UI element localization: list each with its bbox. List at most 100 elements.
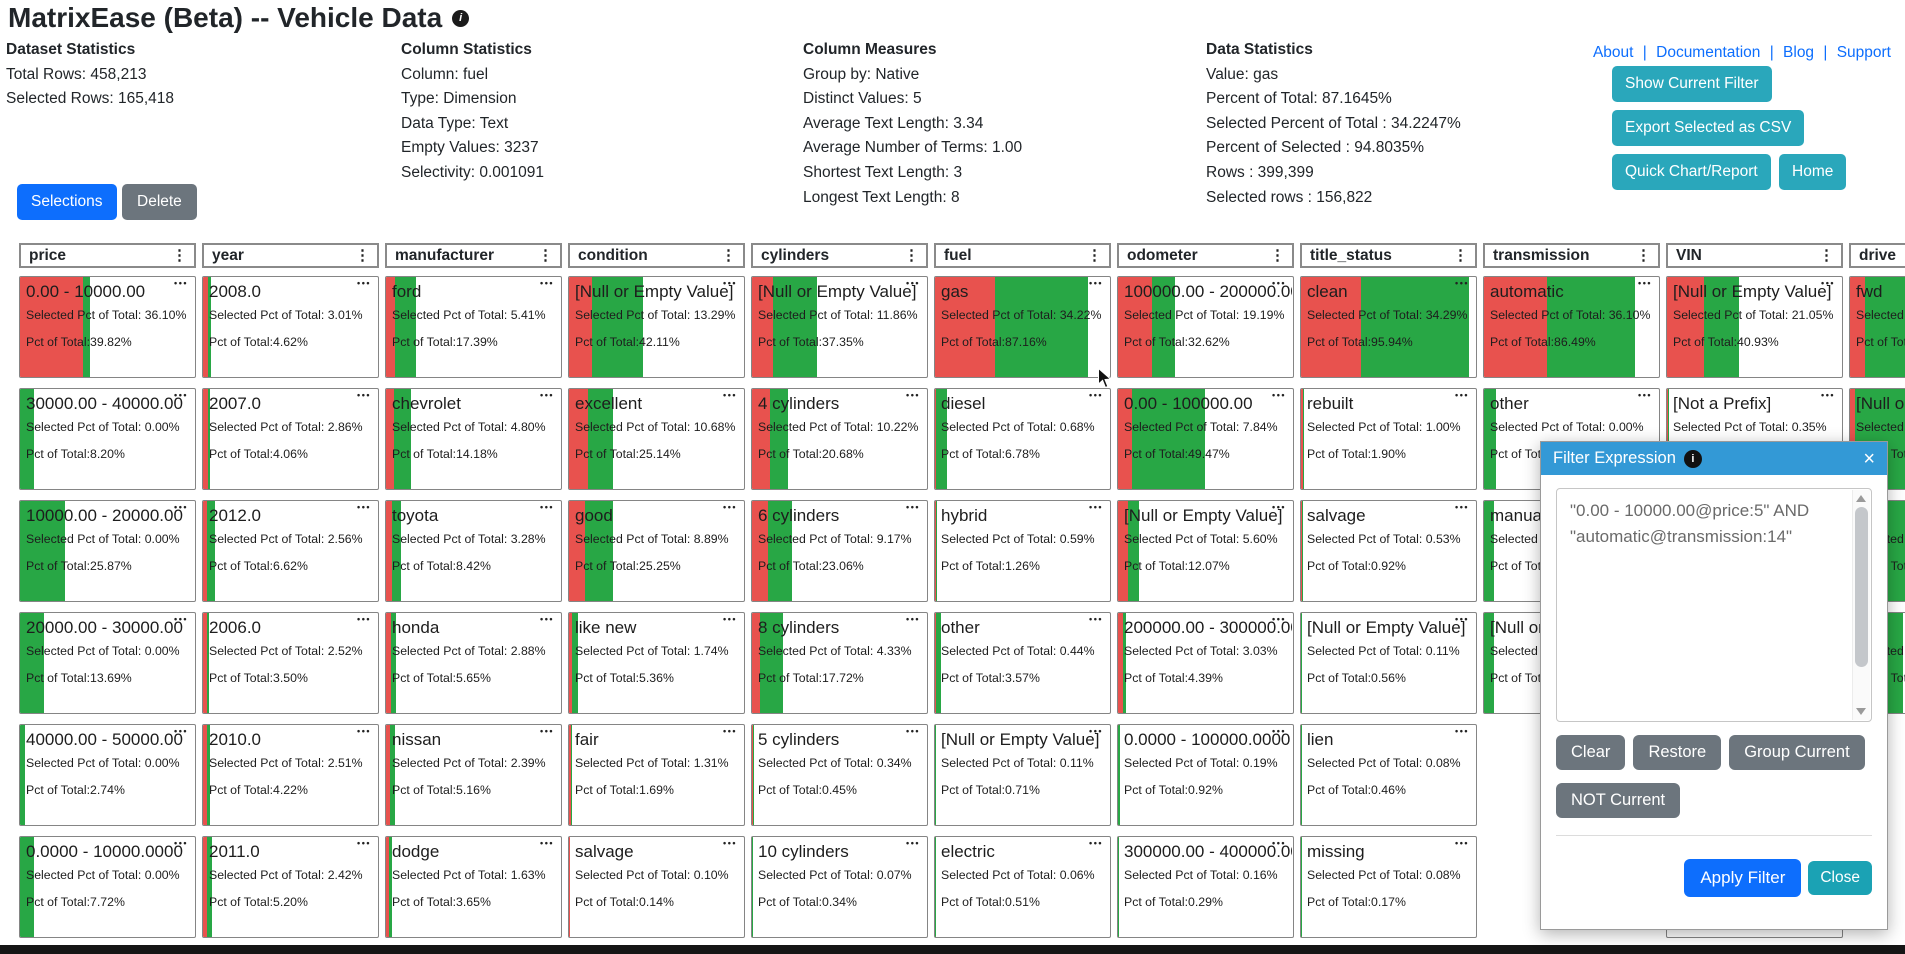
value-cell[interactable]: ••• excellent Selected Pct of Total: 10.68… [568,388,745,490]
cell-menu-icon[interactable]: ••• [906,278,920,288]
value-cell[interactable]: ••• other Selected Pct of Total: 0.44% Pct … [934,612,1111,714]
cell-menu-icon[interactable]: ••• [723,726,737,736]
value-cell[interactable]: ••• 4 cylinders Selected Pct of Total: 10.… [751,388,928,490]
column-header-fuel[interactable]: fuel ⋮ [934,243,1111,268]
cell-menu-icon[interactable]: ••• [540,502,554,512]
cell-menu-icon[interactable]: ••• [723,614,737,624]
value-cell[interactable]: ••• gas Selected Pct of Total: 34.22% Pct o… [934,276,1111,378]
value-cell[interactable]: ••• 0.0000 - 100000.0000 Selected Pct of T… [1117,724,1294,826]
cell-menu-icon[interactable]: ••• [1089,390,1103,400]
value-cell[interactable]: ••• 10 cylinders Selected Pct of Total: 0.… [751,836,928,938]
dialog-header[interactable]: Filter Expression i × [1541,442,1887,475]
scroll-up-icon[interactable] [1856,495,1866,502]
clear-button[interactable]: Clear [1556,735,1626,770]
cell-menu-icon[interactable]: ••• [357,614,371,624]
value-cell[interactable]: ••• clean Selected Pct of Total: 34.29% Pct… [1300,276,1477,378]
value-cell[interactable]: ••• 30000.00 - 40000.00 Selected Pct of To… [19,388,196,490]
home-button[interactable]: Home [1779,154,1847,190]
value-cell[interactable]: ••• automatic Selected Pct of Total: 36.10… [1483,276,1660,378]
cell-menu-icon[interactable]: ••• [1272,278,1286,288]
kebab-menu-icon[interactable]: ⋮ [1270,247,1285,264]
column-header-odometer[interactable]: odometer ⋮ [1117,243,1294,268]
nav-link-support[interactable]: Support [1836,44,1891,61]
kebab-menu-icon[interactable]: ⋮ [721,247,736,264]
cell-menu-icon[interactable]: ••• [1638,278,1652,288]
quick-chart-report-button[interactable]: Quick Chart/Report [1612,154,1771,190]
scroll-down-icon[interactable] [1856,708,1866,715]
column-header-price[interactable]: price ⋮ [19,243,196,268]
value-cell[interactable]: •••[Null or Empty Value] Selected Pct of … [934,724,1111,826]
value-cell[interactable]: ••• 0.00 - 100000.00 Selected Pct of Total… [1117,388,1294,490]
value-cell[interactable]: ••• 200000.00 - 300000.00 Selected Pct of … [1117,612,1294,714]
cell-menu-icon[interactable]: ••• [357,502,371,512]
value-cell[interactable]: ••• 40000.00 - 50000.00 Selected Pct of To… [19,724,196,826]
cell-menu-icon[interactable]: ••• [1272,614,1286,624]
value-cell[interactable]: ••• 2007.0 Selected Pct of Total: 2.86% Pct… [202,388,379,490]
show-current-filter-button[interactable]: Show Current Filter [1612,66,1772,102]
value-cell[interactable]: ••• 8 cylinders Selected Pct of Total: 4.3… [751,612,928,714]
cell-menu-icon[interactable]: ••• [540,390,554,400]
column-header-title_status[interactable]: title_status ⋮ [1300,243,1477,268]
value-cell[interactable]: ••• rebuilt Selected Pct of Total: 1.00% Pc… [1300,388,1477,490]
cell-menu-icon[interactable]: ••• [1455,502,1469,512]
value-cell[interactable]: ••• 2012.0 Selected Pct of Total: 2.56% Pct… [202,500,379,602]
value-cell[interactable]: ••• nissan Selected Pct of Total: 2.39% Pct… [385,724,562,826]
cell-menu-icon[interactable]: ••• [1089,614,1103,624]
value-cell[interactable]: ••• 6 cylinders Selected Pct of Total: 9.1… [751,500,928,602]
value-cell[interactable]: ••• salvage Selected Pct of Total: 0.53% Pc… [1300,500,1477,602]
cell-menu-icon[interactable]: ••• [540,278,554,288]
kebab-menu-icon[interactable]: ⋮ [172,247,187,264]
value-cell[interactable]: •••[Null or Empty Value] Selected Pct of … [1666,276,1843,378]
nav-link-blog[interactable]: Blog [1783,44,1815,61]
cell-menu-icon[interactable]: ••• [1089,838,1103,848]
cell-menu-icon[interactable]: ••• [174,838,188,848]
nav-link-documentation[interactable]: Documentation [1656,44,1761,61]
cell-menu-icon[interactable]: ••• [906,502,920,512]
value-cell[interactable]: ••• lien Selected Pct of Total: 0.08% Pct o… [1300,724,1477,826]
value-cell[interactable]: ••• salvage Selected Pct of Total: 0.10% Pc… [568,836,745,938]
value-cell[interactable]: ••• 300000.00 - 400000.00 Selected Pct of … [1117,836,1294,938]
kebab-menu-icon[interactable]: ⋮ [355,247,370,264]
group-current-button[interactable]: Group Current [1729,735,1865,770]
dialog-close-icon[interactable]: × [1863,447,1875,470]
value-cell[interactable]: ••• 2006.0 Selected Pct of Total: 2.52% Pct… [202,612,379,714]
cell-menu-icon[interactable]: ••• [1821,390,1835,400]
value-cell[interactable]: •••[Null or Empty Value] Selected Pct of … [1117,500,1294,602]
cell-menu-icon[interactable]: ••• [1638,390,1652,400]
cell-menu-icon[interactable]: ••• [1455,614,1469,624]
delete-button[interactable]: Delete [122,184,197,220]
cell-menu-icon[interactable]: ••• [357,726,371,736]
cell-menu-icon[interactable]: ••• [723,278,737,288]
value-cell[interactable]: ••• good Selected Pct of Total: 8.89% Pct o… [568,500,745,602]
value-cell[interactable]: ••• 0.0000 - 10000.0000 Selected Pct of To… [19,836,196,938]
column-header-cylinders[interactable]: cylinders ⋮ [751,243,928,268]
cell-menu-icon[interactable]: ••• [1272,390,1286,400]
kebab-menu-icon[interactable]: ⋮ [1453,247,1468,264]
cell-menu-icon[interactable]: ••• [1089,278,1103,288]
value-cell[interactable]: ••• ford Selected Pct of Total: 5.41% Pct o… [385,276,562,378]
value-cell[interactable]: ••• chevrolet Selected Pct of Total: 4.80%… [385,388,562,490]
value-cell[interactable]: •••[Null or Empty Value] Selected Pct of … [568,276,745,378]
scrollbar-thumb[interactable] [1855,507,1868,667]
value-cell[interactable]: ••• electric Selected Pct of Total: 0.06% P… [934,836,1111,938]
cell-menu-icon[interactable]: ••• [906,614,920,624]
cell-menu-icon[interactable]: ••• [357,390,371,400]
value-cell[interactable]: ••• 10000.00 - 20000.00 Selected Pct of To… [19,500,196,602]
value-cell[interactable]: ••• 2011.0 Selected Pct of Total: 2.42% Pct… [202,836,379,938]
cell-menu-icon[interactable]: ••• [174,278,188,288]
title-info-icon[interactable]: i [452,9,470,27]
cell-menu-icon[interactable]: ••• [540,726,554,736]
value-cell[interactable]: ••• fair Selected Pct of Total: 1.31% Pct o… [568,724,745,826]
cell-menu-icon[interactable]: ••• [540,838,554,848]
value-cell[interactable]: •••[Null or Empty Value] Selected Pct of … [1300,612,1477,714]
cell-menu-icon[interactable]: ••• [906,838,920,848]
cell-menu-icon[interactable]: ••• [174,726,188,736]
cell-menu-icon[interactable]: ••• [1089,502,1103,512]
textarea-scrollbar[interactable] [1852,490,1870,720]
cell-menu-icon[interactable]: ••• [174,390,188,400]
dialog-info-icon[interactable]: i [1683,449,1702,468]
column-header-drive[interactable]: drive⋮ [1849,243,1905,268]
column-header-year[interactable]: year ⋮ [202,243,379,268]
cell-menu-icon[interactable]: ••• [174,614,188,624]
cell-menu-icon[interactable]: ••• [1272,838,1286,848]
